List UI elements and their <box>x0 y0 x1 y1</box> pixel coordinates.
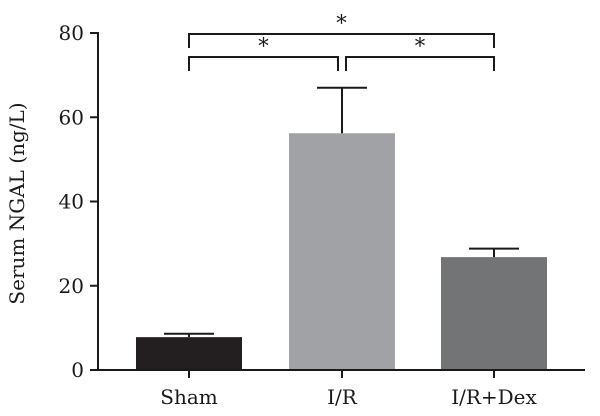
y-tick-label-20: 20 <box>59 274 84 298</box>
significance-bracket-line-0 <box>188 56 339 71</box>
y-tick-label-60: 60 <box>59 105 84 129</box>
significance-label-1: * <box>415 34 426 58</box>
x-category-label-2: I/R+Dex <box>451 385 537 409</box>
bar-2 <box>441 257 547 370</box>
error-bar-1 <box>317 86 367 134</box>
significance-label-2: * <box>336 11 347 35</box>
y-tick-label-40: 40 <box>59 190 84 214</box>
bar-1 <box>289 133 395 370</box>
significance-label-0: * <box>258 34 269 58</box>
x-category-label-0: Sham <box>160 385 218 409</box>
plot-area: 0 20 40 60 80 Sham I/R I/R+Dex Serum NGAL (ng/L)… <box>5 11 585 409</box>
error-bar-0 <box>164 332 214 338</box>
significance-bracket-1: * <box>345 34 495 71</box>
significance-bracket-2: * <box>188 11 495 48</box>
significance-bracket-line-2 <box>188 33 495 48</box>
y-tick-label-80: 80 <box>59 21 84 45</box>
error-bar-2 <box>469 247 519 258</box>
significance-bracket-0: * <box>188 34 339 71</box>
significance-bracket-line-1 <box>345 56 495 71</box>
x-category-label-1: I/R <box>327 385 358 409</box>
y-axis-title: Serum NGAL (ng/L) <box>5 102 29 304</box>
y-tick-label-0: 0 <box>71 358 84 382</box>
bar-0 <box>136 337 242 370</box>
